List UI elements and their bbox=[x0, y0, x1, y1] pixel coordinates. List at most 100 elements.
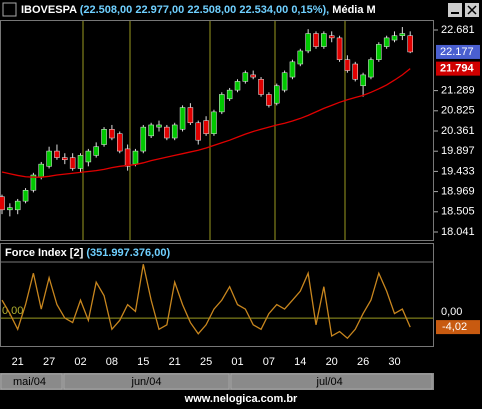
candle-body bbox=[352, 63, 358, 80]
close-icon bbox=[467, 5, 477, 15]
force-title-value: (351.997.376,00) bbox=[86, 247, 170, 259]
force-tick-label: 0,00 bbox=[2, 305, 23, 317]
x-tick-label: 21 bbox=[169, 356, 181, 368]
force-label: -4,02 bbox=[442, 321, 467, 333]
candle-body bbox=[336, 37, 343, 60]
candle-body bbox=[179, 107, 186, 130]
x-tick-label: 07 bbox=[263, 356, 275, 368]
x-tick-label: 08 bbox=[106, 356, 118, 368]
ma-line bbox=[1, 68, 411, 178]
minimize-button[interactable] bbox=[448, 3, 462, 17]
force-title-name: Force Index [2] bbox=[5, 247, 84, 259]
title-values: (22.508,00 22.977,00 22.508,00 22.534,00… bbox=[80, 4, 330, 16]
candle-body bbox=[85, 150, 92, 163]
y-tick-label: 19.433 bbox=[441, 165, 475, 177]
force-title: Force Index [2] (351.997.376,00) bbox=[5, 247, 170, 259]
x-tick-label: 20 bbox=[326, 356, 338, 368]
y-tick-label: 18.969 bbox=[441, 186, 475, 198]
y-tick-label: 20.361 bbox=[441, 125, 475, 137]
candle-body bbox=[274, 85, 280, 104]
candle-body bbox=[266, 94, 272, 106]
y-tick-label: 18.041 bbox=[441, 226, 475, 238]
menu-icon[interactable] bbox=[2, 2, 17, 17]
y-tick-label: 18.505 bbox=[441, 206, 475, 218]
candle-body bbox=[132, 150, 139, 165]
candle-body bbox=[407, 35, 413, 53]
candle-body bbox=[54, 150, 60, 158]
candle-body bbox=[297, 50, 304, 65]
candle-body bbox=[77, 155, 84, 169]
month-label: jun/04 bbox=[131, 376, 162, 388]
y-tick-label: 19.897 bbox=[441, 145, 475, 157]
month-cell bbox=[0, 373, 63, 390]
candle-body bbox=[7, 207, 13, 211]
candle-body bbox=[242, 72, 249, 82]
candle-body bbox=[383, 37, 390, 47]
candle-body bbox=[219, 94, 225, 113]
candle-body bbox=[109, 129, 115, 139]
candle-body bbox=[0, 196, 5, 211]
chart-title: IBOVESPA (22.508,00 22.977,00 22.508,00 … bbox=[21, 4, 376, 16]
x-tick-label: 14 bbox=[294, 356, 306, 368]
y-tick-label: 22.681 bbox=[441, 24, 475, 36]
candle-body bbox=[258, 78, 264, 95]
title-name: IBOVESPA bbox=[21, 4, 77, 16]
candle-body bbox=[14, 200, 21, 211]
x-tick-label: 27 bbox=[43, 356, 55, 368]
candle-body bbox=[187, 107, 194, 124]
x-tick-label: 26 bbox=[357, 356, 369, 368]
candle-body bbox=[305, 33, 311, 52]
candle-body bbox=[234, 81, 241, 91]
x-tick-label: 02 bbox=[74, 356, 86, 368]
candle-body bbox=[62, 157, 68, 161]
candle-body bbox=[195, 122, 201, 141]
candle-body bbox=[156, 124, 162, 128]
candle-body bbox=[30, 174, 37, 191]
candle-body bbox=[328, 35, 335, 39]
x-tick-label: 15 bbox=[137, 356, 149, 368]
candle-body bbox=[69, 157, 76, 169]
month-cell bbox=[63, 373, 230, 390]
candle-body bbox=[203, 120, 209, 134]
candle-body bbox=[101, 129, 107, 145]
candle-body bbox=[124, 148, 131, 167]
candle-body bbox=[171, 124, 178, 139]
candle-body bbox=[289, 61, 296, 78]
candle-body bbox=[38, 163, 44, 178]
force-tick-label: 0,00 bbox=[441, 306, 462, 318]
candle-body bbox=[391, 35, 398, 41]
x-tick-label: 25 bbox=[200, 356, 212, 368]
y-tick-label: 20.825 bbox=[441, 105, 475, 117]
candle-body bbox=[399, 33, 406, 36]
close-label-box bbox=[436, 44, 480, 59]
candle-body bbox=[344, 59, 351, 71]
candle-body bbox=[281, 72, 288, 91]
candle-body bbox=[226, 89, 233, 100]
candle-body bbox=[313, 33, 319, 47]
title-suffix: Média M bbox=[332, 4, 375, 16]
month-cell bbox=[230, 373, 433, 390]
x-tick-label: 01 bbox=[231, 356, 243, 368]
candle-body bbox=[148, 124, 154, 137]
month-label: mai/04 bbox=[13, 376, 46, 388]
candle-body bbox=[46, 150, 52, 167]
candle-body bbox=[321, 33, 327, 47]
force-line bbox=[1, 264, 411, 340]
candle-body bbox=[117, 133, 123, 152]
candle-body bbox=[368, 59, 374, 78]
candle-body bbox=[360, 74, 366, 87]
close-label: 22.177 bbox=[440, 46, 474, 58]
price-panel bbox=[0, 20, 434, 241]
candle-body bbox=[376, 44, 382, 60]
force-panel bbox=[0, 243, 434, 347]
candle-body bbox=[93, 146, 99, 156]
force-label-box bbox=[436, 320, 480, 335]
x-tick-label: 30 bbox=[388, 356, 400, 368]
month-label: jul/04 bbox=[316, 376, 343, 388]
y-tick-label: 21.289 bbox=[441, 85, 475, 97]
candle-body bbox=[250, 74, 256, 78]
ma-label: 21.794 bbox=[440, 63, 475, 75]
candle-body bbox=[140, 126, 147, 152]
